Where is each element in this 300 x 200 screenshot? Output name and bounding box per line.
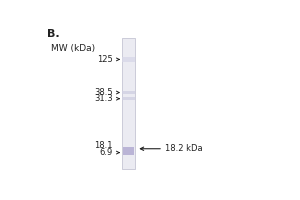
Text: B.: B. bbox=[47, 29, 59, 39]
Text: 125: 125 bbox=[97, 55, 113, 64]
Bar bbox=[123, 147, 134, 155]
Bar bbox=[122, 91, 135, 94]
Text: 18.2 kDa: 18.2 kDa bbox=[165, 144, 203, 153]
Text: 6.9: 6.9 bbox=[100, 148, 113, 157]
Text: 38.5: 38.5 bbox=[94, 88, 113, 97]
Bar bbox=[122, 57, 135, 62]
Text: MW (kDa): MW (kDa) bbox=[52, 44, 96, 53]
Text: 18.1: 18.1 bbox=[94, 141, 113, 150]
Text: 31.3: 31.3 bbox=[94, 94, 113, 103]
Bar bbox=[122, 97, 135, 100]
Bar bbox=[122, 38, 135, 169]
